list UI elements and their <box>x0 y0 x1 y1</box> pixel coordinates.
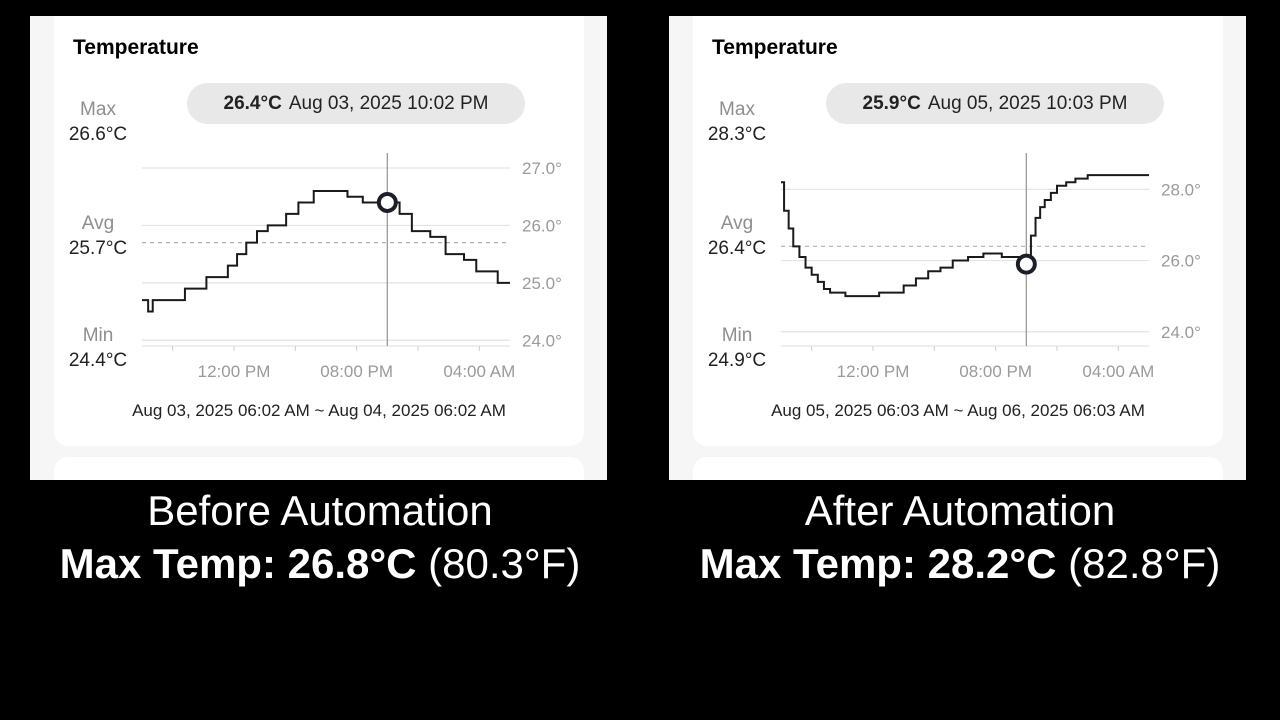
stat-max-label: Max <box>719 99 755 120</box>
stat-min-value: 24.9°C <box>707 350 767 371</box>
y-tick-label: 25.0° <box>522 274 562 293</box>
date-range: Aug 05, 2025 06:03 AM ~ Aug 06, 2025 06:… <box>771 401 1145 420</box>
stat-avg-label: Avg <box>720 213 754 234</box>
after-panel: Temperature 25.9°C Aug 05, 2025 10:03 PM… <box>669 16 1246 480</box>
temperature-series-line <box>781 174 1149 298</box>
before-caption: Before Automation Max Temp: 26.8°C (80.3… <box>0 486 640 592</box>
stat-max: Max 28.3°C <box>697 98 777 148</box>
caption-max-temp-fahrenheit: (80.3°F) <box>428 540 581 587</box>
stat-min-label: Min <box>82 325 114 346</box>
x-tick-label: 12:00 PM <box>198 362 271 381</box>
stat-avg-value: 26.4°C <box>707 238 767 259</box>
stat-max-value: 26.6°C <box>68 124 128 145</box>
chart-tooltip: 26.4°C Aug 03, 2025 10:02 PM <box>187 83 525 124</box>
caption-max-temp: Max Temp: 26.8°C (80.3°F) <box>0 536 640 592</box>
x-tick-label: 04:00 AM <box>1082 362 1154 381</box>
y-tick-label: 26.0° <box>522 216 562 235</box>
x-tick-label: 08:00 PM <box>959 362 1032 381</box>
chart-tooltip: 25.9°C Aug 05, 2025 10:03 PM <box>826 83 1164 124</box>
temperature-card: Temperature 25.9°C Aug 05, 2025 10:03 PM… <box>693 16 1223 446</box>
stat-avg-value: 25.7°C <box>68 238 128 259</box>
temperature-chart[interactable]: 24.0° 26.0° 28.0° 12:00 PM 08:00 PM 04:00 AM <box>693 16 1223 396</box>
stat-avg: Avg 26.4°C <box>697 212 777 262</box>
caption-title: Before Automation <box>147 487 493 534</box>
stat-min-label: Min <box>721 325 753 346</box>
selected-point-marker <box>1015 253 1037 275</box>
tooltip-time: Aug 05, 2025 10:03 PM <box>927 92 1128 114</box>
stat-avg: Avg 25.7°C <box>58 212 138 262</box>
y-tick-label: 26.0° <box>1161 252 1201 271</box>
temperature-card: Temperature 26.4°C Aug 03, 2025 10:02 PM… <box>54 16 584 446</box>
tooltip-time: Aug 03, 2025 10:02 PM <box>288 92 489 114</box>
x-tick-label: 12:00 PM <box>837 362 910 381</box>
x-tick-label: 04:00 AM <box>443 362 515 381</box>
temperature-chart[interactable]: 24.0° 25.0° 26.0° 27.0° 12:00 PM 08:00 PM 04:0… <box>54 16 584 396</box>
date-range: Aug 03, 2025 06:02 AM ~ Aug 04, 2025 06:… <box>132 401 506 420</box>
next-card <box>54 457 584 480</box>
selected-point-marker <box>376 191 398 213</box>
tooltip-value: 25.9°C <box>862 92 921 114</box>
stat-avg-label: Avg <box>81 213 115 234</box>
caption-max-temp-fahrenheit: (82.8°F) <box>1068 540 1221 587</box>
caption-title: After Automation <box>804 487 1116 534</box>
stat-min-value: 24.4°C <box>68 350 128 371</box>
y-tick-label: 24.0° <box>522 331 562 350</box>
caption-max-temp-celsius: Max Temp: 28.2°C <box>699 540 1057 587</box>
stat-max-value: 28.3°C <box>707 124 767 145</box>
after-caption: After Automation Max Temp: 28.2°C (82.8°… <box>640 486 1280 592</box>
caption-max-temp: Max Temp: 28.2°C (82.8°F) <box>640 536 1280 592</box>
card-title: Temperature <box>712 36 838 59</box>
card-title: Temperature <box>73 36 199 59</box>
stat-min: Min 24.4°C <box>58 324 138 374</box>
caption-max-temp-celsius: Max Temp: 26.8°C <box>59 540 417 587</box>
stat-max-label: Max <box>80 99 116 120</box>
y-tick-label: 27.0° <box>522 159 562 178</box>
stat-max: Max 26.6°C <box>58 98 138 148</box>
y-tick-label: 24.0° <box>1161 323 1201 342</box>
stat-min: Min 24.9°C <box>697 324 777 374</box>
next-card <box>693 457 1223 480</box>
x-tick-label: 08:00 PM <box>320 362 393 381</box>
temperature-series-line <box>142 189 510 313</box>
before-panel: Temperature 26.4°C Aug 03, 2025 10:02 PM… <box>30 16 607 480</box>
y-tick-label: 28.0° <box>1161 180 1201 199</box>
tooltip-value: 26.4°C <box>223 92 282 114</box>
